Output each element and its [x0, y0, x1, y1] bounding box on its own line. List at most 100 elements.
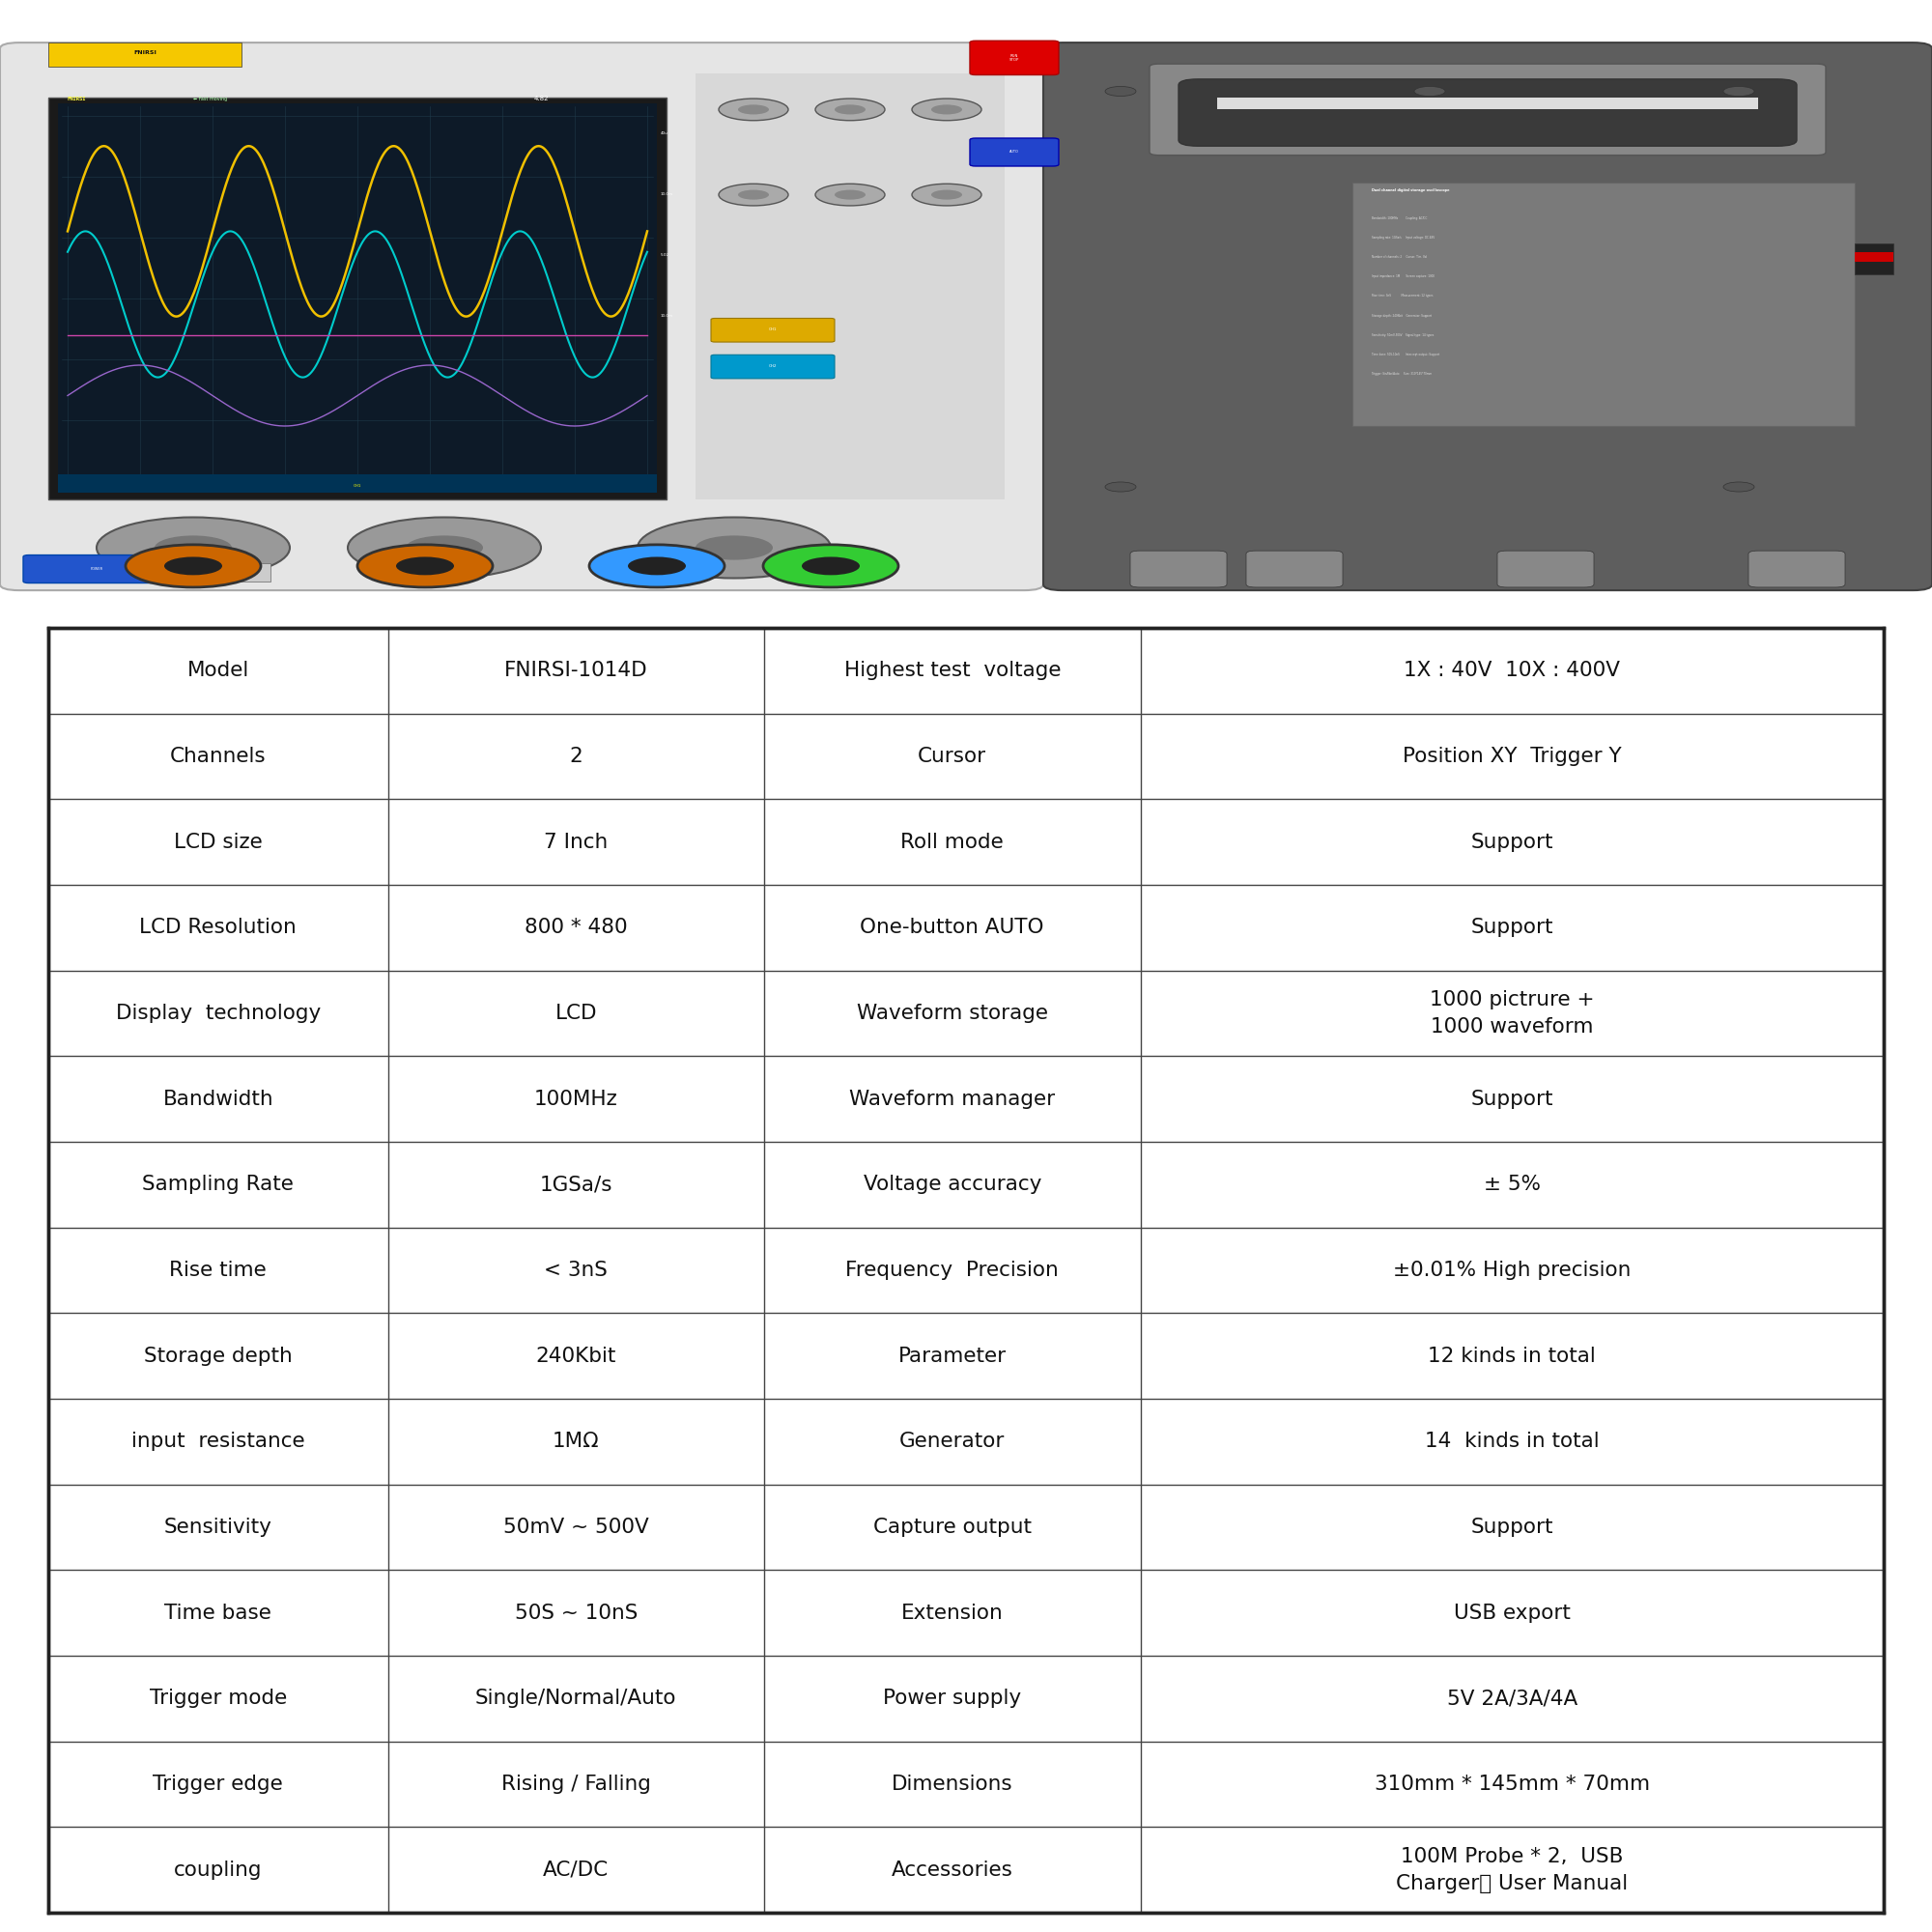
- Circle shape: [396, 556, 454, 576]
- Text: LCD Resolution: LCD Resolution: [139, 918, 298, 937]
- Text: Support: Support: [1470, 918, 1553, 937]
- Text: Accessories: Accessories: [891, 1861, 1012, 1880]
- Text: Roll mode: Roll mode: [900, 833, 1005, 852]
- Circle shape: [1414, 87, 1445, 97]
- Text: LCD: LCD: [554, 1005, 597, 1024]
- Circle shape: [628, 556, 686, 576]
- Text: Number of channels: 2     Cursor: Tim. Vol: Number of channels: 2 Cursor: Tim. Vol: [1372, 255, 1428, 259]
- Text: Rising / Falling: Rising / Falling: [500, 1774, 651, 1793]
- Circle shape: [719, 184, 788, 205]
- Text: Sampling Rate: Sampling Rate: [143, 1175, 294, 1194]
- Circle shape: [815, 99, 885, 120]
- Text: Cursor: Cursor: [918, 746, 987, 765]
- Circle shape: [835, 104, 866, 114]
- FancyBboxPatch shape: [970, 41, 1059, 75]
- Bar: [696, 73, 1005, 498]
- Text: < 3nS: < 3nS: [545, 1260, 609, 1279]
- Text: AUTO: AUTO: [1010, 151, 1018, 155]
- Text: Capture output: Capture output: [873, 1519, 1032, 1538]
- Bar: [193, 562, 270, 582]
- Circle shape: [357, 545, 493, 587]
- Text: POWER: POWER: [91, 568, 102, 572]
- Text: 10.0m: 10.0m: [661, 313, 674, 317]
- Text: Support: Support: [1470, 1090, 1553, 1109]
- Text: 14  kinds in total: 14 kinds in total: [1424, 1432, 1600, 1451]
- FancyBboxPatch shape: [1130, 551, 1227, 587]
- FancyBboxPatch shape: [23, 554, 170, 583]
- Circle shape: [164, 556, 222, 576]
- Text: Waveform storage: Waveform storage: [856, 1005, 1047, 1024]
- Circle shape: [155, 535, 232, 560]
- Circle shape: [835, 189, 866, 199]
- Circle shape: [802, 556, 860, 576]
- Text: FNIRSI: FNIRSI: [133, 50, 156, 56]
- Bar: [1352, 184, 1855, 427]
- Circle shape: [638, 518, 831, 578]
- FancyBboxPatch shape: [1179, 79, 1797, 147]
- Text: Dimensions: Dimensions: [891, 1774, 1012, 1793]
- Text: AC/DC: AC/DC: [543, 1861, 609, 1880]
- Text: 310mm * 145mm * 70mm: 310mm * 145mm * 70mm: [1374, 1774, 1650, 1793]
- Text: Bandwidth: Bandwidth: [162, 1090, 274, 1109]
- Text: Bandwidth: 100MHz         Coupling: AC/DC: Bandwidth: 100MHz Coupling: AC/DC: [1372, 216, 1428, 220]
- Circle shape: [738, 189, 769, 199]
- Text: 5.02: 5.02: [661, 253, 670, 257]
- Text: Voltage accuracy: Voltage accuracy: [864, 1175, 1041, 1194]
- Text: 100M Probe * 2,  USB
Charger， User Manual: 100M Probe * 2, USB Charger， User Manual: [1397, 1847, 1629, 1893]
- Circle shape: [719, 99, 788, 120]
- Text: 100MHz: 100MHz: [533, 1090, 618, 1109]
- Text: One-button AUTO: One-button AUTO: [860, 918, 1043, 937]
- Text: Sensitivity: 50mV-500V    Signal type: 14 types: Sensitivity: 50mV-500V Signal type: 14 t…: [1372, 332, 1434, 336]
- Text: USB export: USB export: [1453, 1604, 1571, 1623]
- Circle shape: [931, 189, 962, 199]
- Text: 50S ~ 10nS: 50S ~ 10nS: [514, 1604, 638, 1623]
- FancyBboxPatch shape: [1246, 551, 1343, 587]
- Text: Input impedance: 1M       Screen capture: 1000: Input impedance: 1M Screen capture: 1000: [1372, 274, 1434, 278]
- Text: 1MΩ: 1MΩ: [553, 1432, 599, 1451]
- Text: RUN
STOP: RUN STOP: [1009, 54, 1020, 62]
- Text: 800 * 480: 800 * 480: [524, 918, 628, 937]
- Circle shape: [696, 535, 773, 560]
- FancyBboxPatch shape: [1748, 551, 1845, 587]
- Bar: [1855, 243, 1893, 274]
- Text: CH1: CH1: [769, 328, 777, 332]
- Bar: [48, 43, 242, 68]
- Text: 5V 2A/3A/4A: 5V 2A/3A/4A: [1447, 1689, 1577, 1708]
- Text: Parameter: Parameter: [898, 1347, 1007, 1366]
- Circle shape: [406, 535, 483, 560]
- Text: 10.0m: 10.0m: [661, 191, 674, 195]
- Text: ⬅ Fast moving: ⬅ Fast moving: [193, 97, 228, 100]
- FancyBboxPatch shape: [970, 139, 1059, 166]
- Text: 50mV ~ 500V: 50mV ~ 500V: [502, 1519, 649, 1538]
- Text: Rise time: Rise time: [170, 1260, 267, 1279]
- Circle shape: [1105, 481, 1136, 493]
- Circle shape: [738, 104, 769, 114]
- FancyBboxPatch shape: [711, 319, 835, 342]
- Text: Trigger edge: Trigger edge: [153, 1774, 284, 1793]
- FancyBboxPatch shape: [0, 43, 1043, 591]
- Bar: [58, 475, 657, 493]
- Text: 2: 2: [570, 746, 583, 765]
- Text: Time base: 50S-10nS       Intercept output: Support: Time base: 50S-10nS Intercept output: Su…: [1372, 352, 1439, 355]
- FancyBboxPatch shape: [1043, 43, 1932, 591]
- Circle shape: [1723, 87, 1754, 97]
- Circle shape: [912, 99, 981, 120]
- Text: 40u: 40u: [661, 131, 668, 135]
- Text: input  resistance: input resistance: [131, 1432, 305, 1451]
- Circle shape: [97, 518, 290, 578]
- Text: Storage depth: 240Kbit    Generator: Support: Storage depth: 240Kbit Generator: Suppor…: [1372, 313, 1432, 317]
- Text: Sensitivity: Sensitivity: [164, 1519, 272, 1538]
- Text: coupling: coupling: [174, 1861, 263, 1880]
- Text: ±0.01% High precision: ±0.01% High precision: [1393, 1260, 1631, 1279]
- Text: 240Kbit: 240Kbit: [535, 1347, 616, 1366]
- Text: 1000 pictrure +
1000 waveform: 1000 pictrure + 1000 waveform: [1430, 991, 1594, 1036]
- Bar: [58, 104, 657, 493]
- Bar: [48, 97, 667, 498]
- Text: Time base: Time base: [164, 1604, 272, 1623]
- Text: Display  technology: Display technology: [116, 1005, 321, 1024]
- Text: FNIRSI: FNIRSI: [68, 97, 87, 100]
- FancyBboxPatch shape: [1497, 551, 1594, 587]
- Text: ± 5%: ± 5%: [1484, 1175, 1540, 1194]
- Text: Storage depth: Storage depth: [143, 1347, 292, 1366]
- Circle shape: [815, 184, 885, 205]
